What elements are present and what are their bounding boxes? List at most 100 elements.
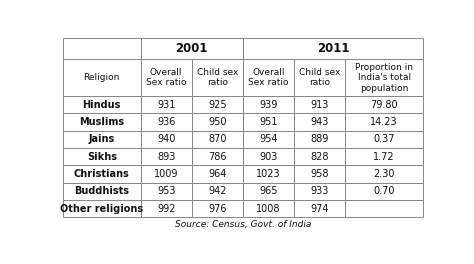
Text: 903: 903 — [259, 152, 278, 162]
Bar — [345, 96, 423, 114]
Bar — [345, 200, 423, 217]
Text: 925: 925 — [208, 100, 227, 110]
Bar — [243, 38, 423, 59]
Bar — [243, 200, 294, 217]
Text: 976: 976 — [208, 204, 227, 214]
Bar — [243, 96, 294, 114]
Bar — [294, 183, 345, 200]
Text: 786: 786 — [208, 152, 227, 162]
Bar — [141, 96, 192, 114]
Bar — [294, 200, 345, 217]
Bar — [243, 131, 294, 148]
Bar — [141, 183, 192, 200]
Text: 943: 943 — [310, 117, 329, 127]
Text: 951: 951 — [259, 117, 278, 127]
Bar — [192, 59, 243, 96]
Bar — [63, 114, 141, 131]
Text: 964: 964 — [208, 169, 227, 179]
Text: 913: 913 — [310, 100, 329, 110]
Bar — [345, 148, 423, 165]
Bar — [192, 114, 243, 131]
Text: 954: 954 — [259, 134, 278, 144]
Bar — [63, 200, 141, 217]
Text: 1.72: 1.72 — [373, 152, 395, 162]
Text: 931: 931 — [157, 100, 175, 110]
Bar — [243, 148, 294, 165]
Text: 974: 974 — [310, 204, 329, 214]
Text: Proportion in
India's total
population: Proportion in India's total population — [355, 63, 413, 93]
Text: 2011: 2011 — [317, 42, 349, 55]
Bar — [63, 59, 141, 96]
Text: Source: Census, Govt. of India: Source: Census, Govt. of India — [175, 220, 311, 229]
Text: Hindus: Hindus — [82, 100, 121, 110]
Bar — [141, 114, 192, 131]
Bar — [63, 131, 141, 148]
Bar — [243, 183, 294, 200]
Text: 958: 958 — [310, 169, 329, 179]
Text: Child sex
ratio: Child sex ratio — [197, 68, 238, 87]
Text: 1023: 1023 — [256, 169, 281, 179]
Text: Other religions: Other religions — [60, 204, 143, 214]
Text: 933: 933 — [310, 186, 329, 196]
Bar — [63, 96, 141, 114]
Bar — [141, 38, 243, 59]
Bar — [294, 165, 345, 183]
Text: 1008: 1008 — [256, 204, 281, 214]
Text: Sikhs: Sikhs — [87, 152, 117, 162]
Text: Overall
Sex ratio: Overall Sex ratio — [248, 68, 289, 87]
Text: 950: 950 — [208, 117, 227, 127]
Text: Muslims: Muslims — [79, 117, 124, 127]
Bar — [243, 59, 294, 96]
Text: 2001: 2001 — [175, 42, 208, 55]
Text: 992: 992 — [157, 204, 175, 214]
Text: Buddhists: Buddhists — [74, 186, 129, 196]
Text: 893: 893 — [157, 152, 175, 162]
Text: 870: 870 — [208, 134, 227, 144]
Text: 942: 942 — [208, 186, 227, 196]
Bar — [192, 200, 243, 217]
Bar — [192, 183, 243, 200]
Text: Christians: Christians — [74, 169, 130, 179]
Bar — [345, 131, 423, 148]
Text: Jains: Jains — [89, 134, 115, 144]
Bar — [141, 165, 192, 183]
Bar — [141, 200, 192, 217]
Text: 1009: 1009 — [154, 169, 178, 179]
Bar — [141, 59, 192, 96]
Text: Overall
Sex ratio: Overall Sex ratio — [146, 68, 186, 87]
Text: 965: 965 — [259, 186, 278, 196]
Bar — [345, 165, 423, 183]
Bar — [294, 131, 345, 148]
Bar — [345, 183, 423, 200]
Text: 79.80: 79.80 — [370, 100, 398, 110]
Bar — [294, 114, 345, 131]
Text: 2.30: 2.30 — [374, 169, 395, 179]
Text: 0.37: 0.37 — [374, 134, 395, 144]
Bar — [141, 148, 192, 165]
Bar — [294, 59, 345, 96]
Text: 939: 939 — [259, 100, 278, 110]
Text: 828: 828 — [310, 152, 329, 162]
Bar — [294, 148, 345, 165]
Bar — [294, 96, 345, 114]
Bar — [192, 148, 243, 165]
Bar — [192, 131, 243, 148]
Bar — [345, 59, 423, 96]
Bar — [192, 165, 243, 183]
Bar — [63, 38, 141, 59]
Bar — [243, 165, 294, 183]
Bar — [63, 148, 141, 165]
Bar — [141, 131, 192, 148]
Text: 0.70: 0.70 — [374, 186, 395, 196]
Bar — [63, 183, 141, 200]
Text: 936: 936 — [157, 117, 175, 127]
Text: 953: 953 — [157, 186, 175, 196]
Bar — [243, 114, 294, 131]
Bar — [63, 165, 141, 183]
Text: 14.23: 14.23 — [370, 117, 398, 127]
Text: Child sex
ratio: Child sex ratio — [299, 68, 340, 87]
Bar — [192, 96, 243, 114]
Text: 889: 889 — [310, 134, 329, 144]
Bar — [345, 114, 423, 131]
Text: Religion: Religion — [83, 73, 120, 82]
